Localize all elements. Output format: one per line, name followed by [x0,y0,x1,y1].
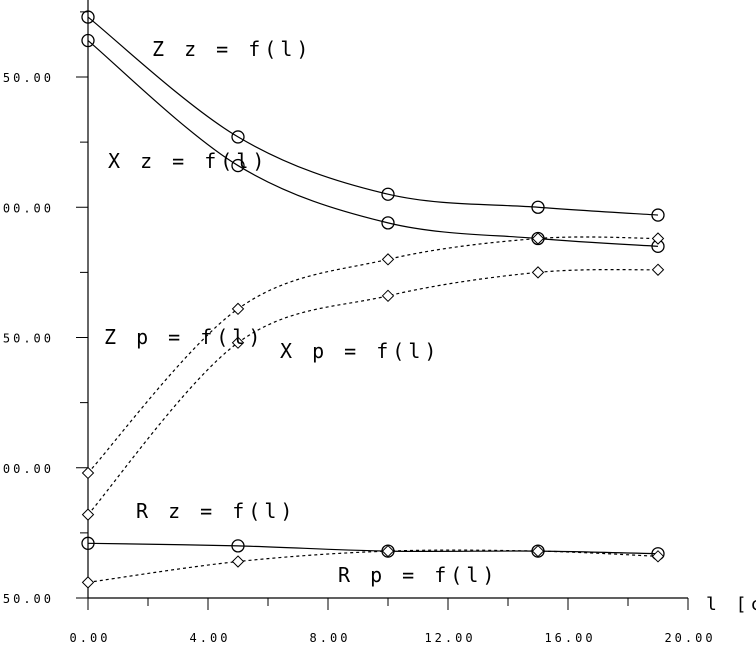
diamond-marker [531,232,545,245]
circle-marker [381,216,395,230]
y-tick-label: 250.00 [0,71,54,85]
series-label-1: Z z = f(l) [152,37,312,61]
circle-marker [231,130,245,144]
circle-marker [381,187,395,201]
series-label-2: X z = f(l) [108,149,268,173]
diamond-marker [651,232,665,245]
series-line-3 [87,236,659,474]
y-tick-label: 100.00 [0,462,54,476]
diamond-marker [381,253,395,266]
series-line-2 [87,40,659,247]
circle-marker [651,208,665,222]
circle-marker [531,200,545,214]
series-labels: Z z = f(l) X z = f(l) Z p = f(l) X p = f(l)… [104,37,498,587]
circle-marker [81,536,95,550]
y-tick-label: 200.00 [0,201,54,215]
diamond-marker [81,576,95,589]
diamond-marker [381,289,395,303]
diamond-marker [231,336,245,349]
series-label-4: X p = f(l) [280,339,440,363]
diamond-marker [81,466,95,480]
x-tick-label: 8.00 [310,631,351,645]
diamond-marker [531,266,545,279]
x-tick-label: 0.00 [70,631,111,645]
series-lines [87,16,659,583]
x-tick-label: 4.00 [190,631,231,645]
diamond-marker [651,550,665,563]
circle-marker [231,539,245,553]
diamond-marker [231,302,245,316]
x-tick-label: 12.00 [424,631,475,645]
diamond-marker [231,555,245,568]
diamond-marker [651,263,665,276]
diamond-marker [531,544,545,558]
diamond-marker [81,508,95,521]
circle-marker [81,10,95,24]
y-tick-label: 50.00 [3,592,54,606]
y-ticks: 50.00 100.00 150.00 200.00 250.00 [0,11,88,606]
y-tick-label: 150.00 [0,332,54,346]
series-label-5: R z = f(l) [136,499,296,523]
circle-marker [231,158,245,173]
series-line-4 [87,269,659,516]
x-tick-label: 20.00 [664,631,715,645]
x-ticks: 0.00 4.00 8.00 12.00 16.00 20.00 [70,598,715,645]
x-axis-title: l [cm] [706,594,756,615]
circle-marker [81,33,95,48]
diamond-marker [381,544,395,558]
series-label-6: R p = f(l) [338,563,498,587]
x-tick-label: 16.00 [544,631,595,645]
series-label-3: Z p = f(l) [104,325,264,349]
series-markers [81,10,665,589]
